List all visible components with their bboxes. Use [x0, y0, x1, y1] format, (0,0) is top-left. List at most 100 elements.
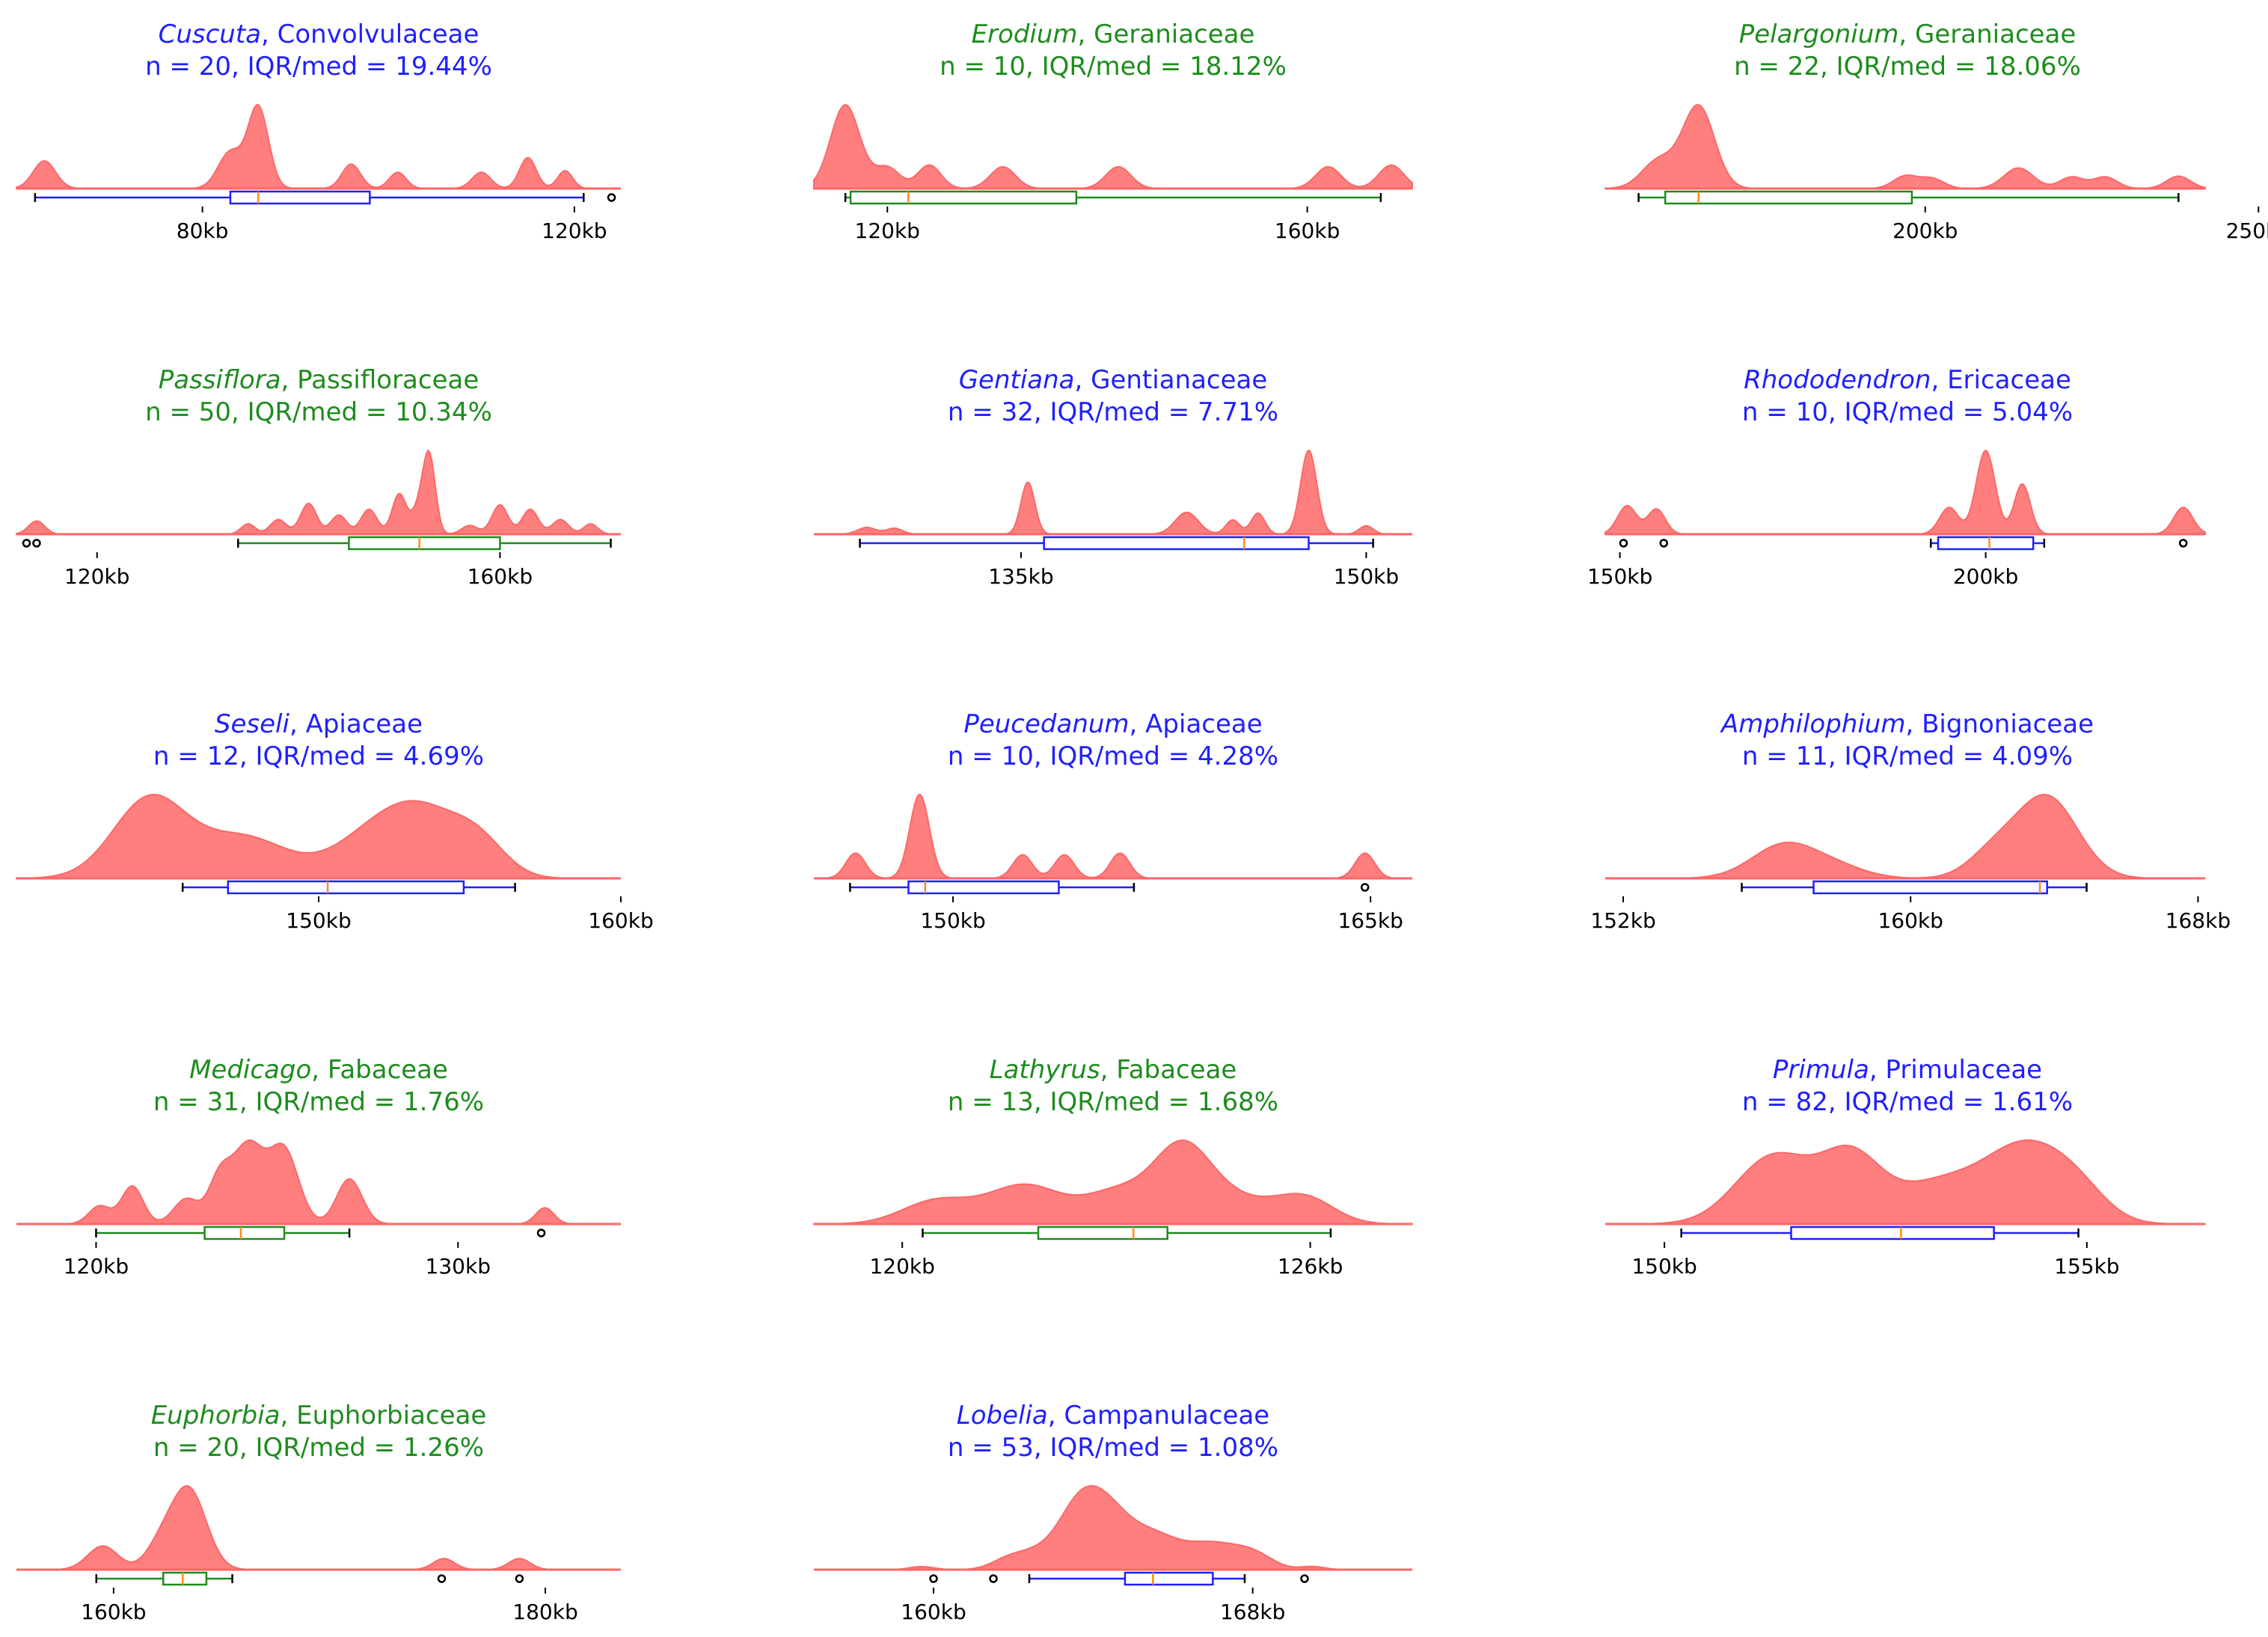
density-area — [16, 449, 621, 535]
genus-label: Medicago — [189, 1055, 311, 1085]
genus-label: Amphilophium — [1720, 709, 1905, 739]
panel-stats: n = 82, IQR/med = 1.61% — [1742, 1087, 2073, 1117]
density-area — [16, 1484, 621, 1570]
genus-label: Lobelia — [957, 1401, 1048, 1431]
x-tick-label: 152kb — [1590, 908, 1655, 933]
panel-stats: n = 32, IQR/med = 7.71% — [948, 397, 1278, 427]
outlier-point — [1619, 539, 1628, 548]
x-tick-label: 135kb — [988, 564, 1053, 589]
x-tick-label: 150kb — [1587, 564, 1652, 589]
panel-title: Lathyrus, Fabaceae — [990, 1055, 1237, 1085]
panel-stats: n = 31, IQR/med = 1.76% — [153, 1087, 484, 1117]
density-area — [1605, 449, 2206, 535]
iqr-box — [1790, 1226, 1995, 1240]
x-tick-label: 155kb — [2054, 1254, 2119, 1279]
x-tick-label: 160kb — [468, 564, 533, 589]
panel-title: Pelargonium, Geraniaceae — [1739, 19, 2077, 49]
x-tick-label: 150kb — [920, 908, 985, 933]
panel-title: Cuscuta, Convolvulaceae — [159, 19, 479, 49]
iqr-box — [1937, 536, 2035, 551]
x-tick-label: 120kb — [64, 1254, 129, 1279]
family-label: , Primulaceae — [1869, 1055, 2042, 1085]
family-label: , Fabaceae — [1100, 1055, 1237, 1085]
genus-label: Lathyrus — [990, 1055, 1100, 1085]
family-label: , Passifloraceae — [281, 365, 479, 395]
panel-stats: n = 13, IQR/med = 1.68% — [948, 1087, 1278, 1117]
outlier-point — [1360, 883, 1370, 892]
iqr-box — [229, 190, 371, 205]
outlier-point — [437, 1574, 447, 1583]
density-area — [813, 1139, 1413, 1225]
x-tick-label: 250kb — [2226, 218, 2268, 243]
x-tick-label: 168kb — [2166, 908, 2231, 933]
genus-label: Rhododendron — [1744, 365, 1931, 395]
x-tick-label: 168kb — [1220, 1600, 1285, 1624]
family-label: , Campanulaceae — [1048, 1401, 1269, 1431]
x-tick-label: 165kb — [1337, 908, 1403, 933]
density-area — [1605, 1139, 2206, 1225]
density-area — [813, 103, 1413, 189]
density-area — [813, 793, 1412, 879]
family-label: , Apiaceae — [289, 709, 423, 739]
panel-title: Gentiana, Gentianaceae — [959, 365, 1268, 395]
panel-title: Passiflora, Passifloraceae — [159, 365, 479, 395]
outlier-point — [1300, 1574, 1309, 1583]
outlier-point — [2178, 539, 2188, 548]
x-tick-label: 160kb — [1878, 908, 1943, 933]
panel-stats: n = 20, IQR/med = 19.44% — [145, 52, 492, 82]
outlier-point — [929, 1574, 938, 1583]
panel-stats: n = 10, IQR/med = 18.12% — [940, 52, 1287, 82]
genus-label: Seseli — [215, 709, 290, 739]
genus-label: Passiflora — [159, 365, 281, 395]
iqr-box — [227, 880, 465, 895]
outlier-point — [607, 193, 616, 202]
family-label: , Ericaceae — [1931, 365, 2071, 395]
iqr-box — [203, 1226, 286, 1240]
family-label: , Euphorbiaceae — [281, 1401, 487, 1431]
iqr-box — [162, 1571, 208, 1586]
x-tick-label: 200kb — [1953, 564, 2018, 589]
genus-label: Pelargonium — [1739, 19, 1899, 49]
family-label: , Convolvulaceae — [261, 19, 479, 49]
panel-title: Rhododendron, Ericaceae — [1744, 365, 2071, 395]
outlier-point — [536, 1228, 546, 1237]
panel-title: Euphorbia, Euphorbiaceae — [151, 1401, 487, 1431]
iqr-box — [348, 536, 501, 551]
iqr-box — [1812, 880, 2048, 895]
x-tick-label: 120kb — [64, 564, 129, 589]
family-label: , Fabaceae — [311, 1055, 448, 1085]
panel-title: Medicago, Fabaceae — [189, 1055, 448, 1085]
panel-title: Amphilophium, Bignoniaceae — [1720, 709, 2094, 739]
density-area — [814, 449, 1412, 535]
panel-stats: n = 10, IQR/med = 5.04% — [1742, 397, 2073, 427]
x-tick-label: 160kb — [1275, 218, 1340, 243]
panel-title: Erodium, Geraniaceae — [972, 19, 1255, 49]
x-tick-label: 160kb — [81, 1600, 146, 1624]
family-label: , Apiaceae — [1130, 709, 1263, 739]
iqr-box — [1664, 190, 1913, 205]
outlier-point — [989, 1574, 998, 1583]
genus-label: Erodium — [972, 19, 1078, 49]
panel-stats: n = 12, IQR/med = 4.69% — [153, 741, 484, 771]
family-label: , Gentianaceae — [1075, 365, 1268, 395]
x-tick-label: 150kb — [286, 908, 351, 933]
x-tick-label: 180kb — [512, 1600, 577, 1624]
genus-label: Peucedanum — [963, 709, 1129, 739]
family-label: , Geraniaceae — [1898, 19, 2076, 49]
x-tick-label: 80kb — [177, 218, 229, 243]
panel-stats: n = 20, IQR/med = 1.26% — [153, 1433, 484, 1463]
x-tick-label: 150kb — [1631, 1254, 1697, 1279]
density-area — [814, 1484, 1412, 1570]
